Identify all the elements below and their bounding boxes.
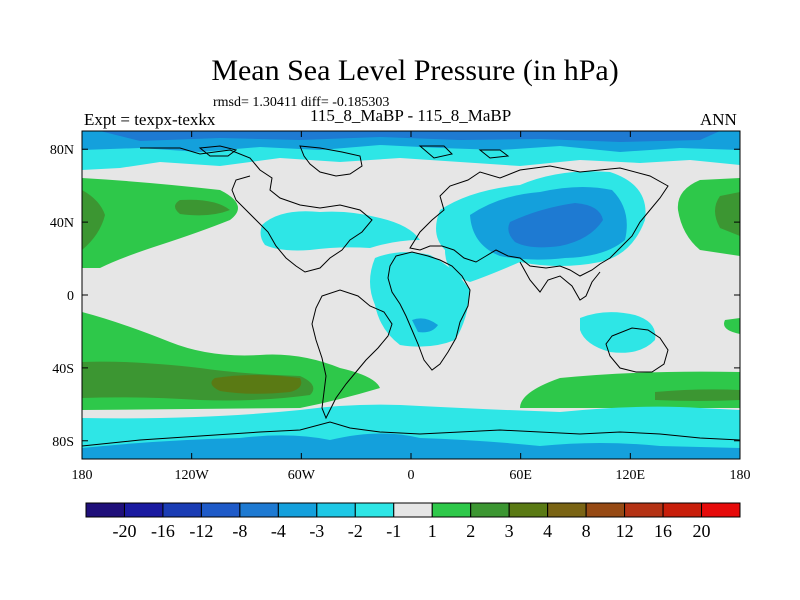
coastlines [82, 145, 740, 447]
coastline-antarctica [82, 421, 740, 447]
contour-eurasia-dark [508, 203, 603, 248]
contour-antarctic-blue [82, 433, 740, 459]
colorbar-swatch [123, 502, 164, 518]
y-tick-label: 40S [52, 362, 74, 377]
contour-north-olive-west [82, 190, 230, 250]
colorbar-swatch [431, 502, 472, 518]
y-tick-label: 80S [52, 435, 74, 450]
stats-line: rmsd= 1.30411 diff= -0.185303 [213, 95, 390, 110]
colorbar-level-label: 4 [543, 521, 552, 541]
colorbar: -20 -16 -12 -8 -4 -3 -2 -1 1 2 3 4 8 12 16 20 [85, 502, 741, 541]
coastline-south-america [311, 289, 393, 420]
colorbar-swatch [470, 502, 510, 518]
colorbar-swatch [277, 502, 318, 518]
season-label: ANN [700, 110, 737, 129]
coastline-greenland [299, 145, 363, 177]
chart-title: Mean Sea Level Pressure (in hPa) [211, 54, 619, 87]
coastline-arctic-islands [198, 145, 510, 159]
x-tick-label: 60W [288, 468, 316, 483]
colorbar-swatch [354, 502, 395, 518]
colorbar-swatch [624, 502, 664, 518]
colorbar-level-label: -4 [271, 521, 286, 541]
colorbar-swatch [239, 502, 279, 518]
contour-indian-cyan [580, 312, 656, 353]
colorbar-swatch [662, 502, 703, 518]
colorbar-swatch [547, 502, 587, 518]
x-tick-label: 120W [175, 468, 210, 483]
x-tick-label: 60E [509, 468, 532, 483]
colorbar-swatch [162, 502, 202, 518]
colorbar-level-label: 16 [654, 521, 672, 541]
contour-south-brown [211, 375, 302, 394]
x-tick-label: 180 [730, 468, 751, 483]
colorbar-swatch [701, 502, 741, 518]
colorbar-level-label: 1 [428, 521, 437, 541]
colorbar-level-label: -12 [189, 521, 213, 541]
colorbar-level-label: -8 [232, 521, 247, 541]
colorbar-level-label: -1 [386, 521, 401, 541]
contour-arctic-dark [100, 131, 720, 142]
colorbar-level-label: -16 [151, 521, 175, 541]
axis-ticks: 180 120W 60W 0 60E 120E 180 80N 40N 0 40S 80S [50, 131, 751, 483]
contour-africa-blue [412, 318, 438, 333]
colorbar-swatch [508, 502, 549, 518]
colorbar-level-label: 12 [616, 521, 634, 541]
contour-namerica-cyan [260, 211, 420, 251]
coastline-north-america [140, 147, 373, 273]
colorbar-swatch [393, 502, 433, 518]
colorbar-level-label: -2 [348, 521, 363, 541]
y-tick-label: 40N [50, 216, 74, 231]
colorbar-swatch [585, 502, 626, 518]
coastline-africa [387, 251, 471, 371]
colorbar-swatch [316, 502, 356, 518]
colorbar-level-label: -20 [112, 521, 136, 541]
contour-africa-cyan [370, 252, 470, 347]
y-tick-label: 0 [67, 289, 74, 304]
contour-north-olive-east [715, 192, 740, 236]
coastline-eurasia [409, 165, 669, 277]
chart-subtitle: 115_8_MaBP - 115_8_MaBP [310, 106, 512, 125]
colorbar-swatch [200, 502, 241, 518]
colorbar-swatch [85, 502, 125, 518]
y-tick-label: 80N [50, 143, 74, 158]
contour-fields [82, 131, 740, 459]
colorbar-level-label: 3 [505, 521, 514, 541]
coastline-india-seasia [519, 261, 601, 301]
coastline-australia [605, 327, 669, 373]
colorbar-level-label: 2 [466, 521, 475, 541]
colorbar-level-label: 8 [582, 521, 591, 541]
experiment-label: Expt = texpx-texkx [84, 110, 216, 129]
x-tick-label: 180 [72, 468, 93, 483]
x-tick-label: 0 [408, 468, 415, 483]
x-tick-label: 120E [616, 468, 646, 483]
colorbar-level-label: -3 [309, 521, 324, 541]
colorbar-level-label: 20 [693, 521, 711, 541]
